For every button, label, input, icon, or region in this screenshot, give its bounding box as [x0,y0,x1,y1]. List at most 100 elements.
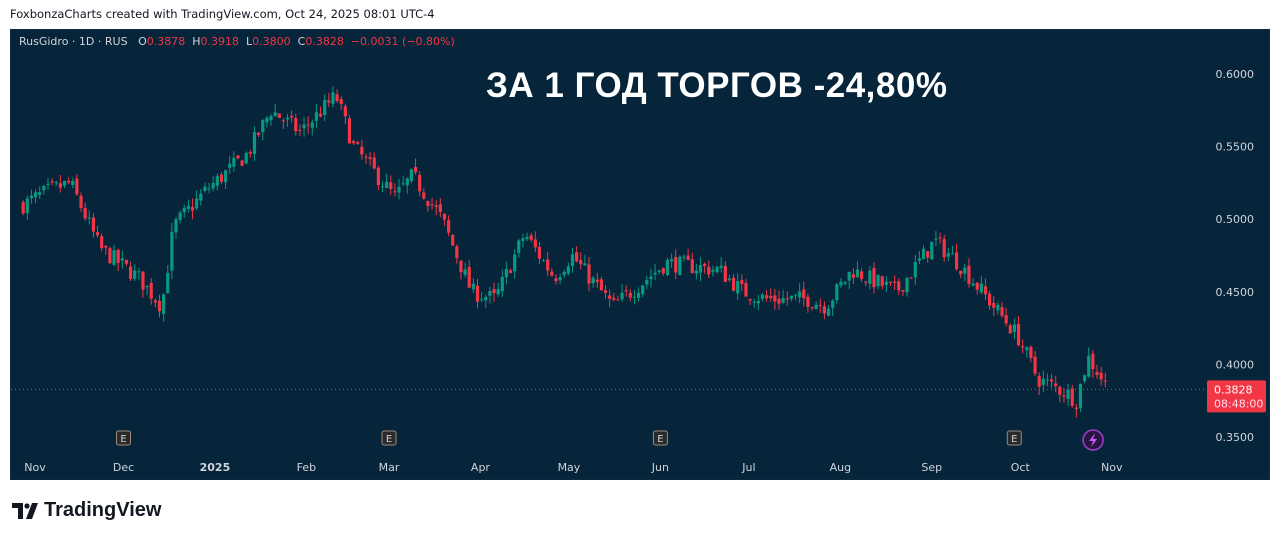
candle-body [707,266,711,275]
candle-body [1054,383,1058,387]
candle-body [215,175,219,186]
x-tick-label: Aug [830,461,851,474]
candle-body [798,291,802,298]
chart-panel[interactable]: 0.6000 0.5500 0.5000 0.4500 0.4000 0.3500 Nov D… [10,29,1270,480]
candle-body [211,182,215,189]
tradingview-logo[interactable]: TradingView [12,499,161,522]
candle-body [711,269,715,272]
candle-body [1033,356,1037,374]
candle-body [277,113,281,118]
candle-body [587,264,591,284]
candle-body [525,236,529,240]
candle-body [393,191,397,193]
candle-body [983,286,988,295]
candle-body [880,276,884,286]
candle-body [913,262,917,278]
candle-body [843,281,847,284]
y-tick-label: 0.6000 [1216,68,1255,81]
candle-body [409,169,414,181]
candle-body [413,167,418,173]
candle-body [731,277,736,291]
candle-body [686,255,690,260]
candle-body [306,124,310,126]
candle-body [769,296,773,299]
candle-body [95,232,100,236]
candle-body [529,235,533,240]
candle-body [950,253,955,255]
candle-body [926,251,930,258]
candle-body [145,285,149,288]
candle-body [327,100,331,103]
candle-body [901,290,905,292]
candle-body [153,300,157,303]
candle-body [190,206,195,211]
candle-body [104,245,108,248]
candle-body [281,120,285,122]
y-tick-label: 0.4000 [1216,358,1255,371]
candle-body [455,246,459,259]
candle-body [765,295,769,299]
candle-body [236,155,240,159]
candle-body [347,118,352,144]
candle-body [352,141,356,144]
earnings-marker-icon [652,430,668,446]
candle-body [273,112,277,117]
candle-body [934,238,938,240]
candle-body [826,308,831,316]
candle-body [1070,388,1074,407]
candle-body [789,295,793,299]
candle-body [368,157,372,159]
candle-body [744,282,748,297]
candle-body [641,285,645,294]
candle-body [1004,315,1008,324]
candle-body [380,186,385,188]
candle-body [182,207,186,213]
candle-body [868,270,872,284]
candle-body [893,281,897,283]
candle-body [508,270,513,274]
change-value: −0.0031 (−0.80%) [350,35,455,48]
earnings-marker-icon [1006,430,1022,446]
candle-body [1025,347,1029,351]
candle-body [50,181,54,183]
candle-body [835,284,839,301]
candle-body [649,276,653,280]
candle-body [554,278,558,282]
candle-body [756,300,760,304]
candle-body [269,116,273,121]
x-tick-label: Nov [24,461,46,474]
candle-body [116,249,120,263]
candle-body [364,156,368,158]
candle-body [513,254,517,272]
candle-body [632,296,637,298]
candle-body [67,180,71,183]
candle-body [1058,386,1062,395]
candle-body [418,175,422,192]
candle-body [314,112,319,122]
x-tick-label: Jun [651,461,669,474]
candle-body [521,238,525,242]
candle-body [1087,355,1091,377]
candlestick-chart[interactable]: 0.6000 0.5500 0.5000 0.4500 0.4000 0.3500 Nov D… [11,30,1269,479]
candle-body [624,290,628,292]
symbol-info[interactable]: RusGidro · 1D · RUS [19,35,128,48]
candle-body [488,290,492,296]
candle-body [446,220,451,233]
candle-body [773,295,777,302]
candle-body [141,271,145,290]
candle-body [740,280,744,284]
candle-body [550,271,554,276]
candle-body [748,299,752,301]
candle-body [909,277,913,279]
candle-body [401,183,405,185]
candle-body [884,281,888,285]
candle-body [54,182,58,184]
candle-body [888,281,893,283]
candle-body [21,202,25,214]
candle-body [83,207,87,219]
candle-body [356,142,360,144]
candle-body [463,269,467,275]
x-tick-label: Feb [297,461,316,474]
open-value: 0.3878 [146,35,186,48]
candle-body [376,167,380,186]
